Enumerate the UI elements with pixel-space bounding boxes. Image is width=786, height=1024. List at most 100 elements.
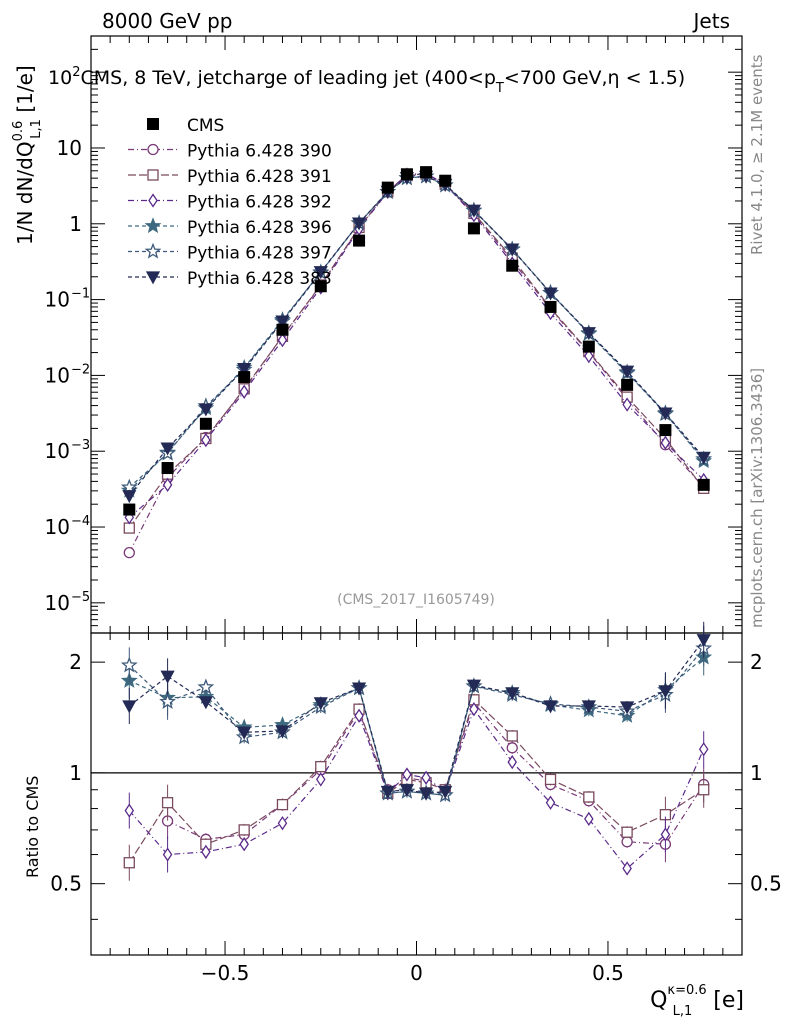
ratio-point: [507, 754, 518, 770]
data-point: [160, 442, 175, 456]
legend-marker: [144, 242, 162, 259]
ratio-point: [123, 857, 135, 869]
ratio-point: [506, 742, 518, 754]
y-tick-top-label: 10: [48, 67, 72, 89]
series-ratio-line: [128, 647, 705, 796]
ratio-point: [277, 816, 288, 831]
ratio-point: [620, 701, 635, 715]
data-point: [581, 327, 596, 341]
y-axis-label-ratio: Ratio to CMS: [23, 776, 42, 878]
series-ratio-line: [167, 701, 705, 845]
ratio-point: [584, 811, 594, 827]
ratio-point: [275, 725, 290, 739]
series-line: [128, 173, 705, 529]
ratio-point: [122, 700, 137, 714]
ratio-point: [621, 826, 633, 838]
series-pythia-6-428-392: [124, 165, 709, 876]
data-point: [439, 174, 452, 187]
ratio-point: [354, 708, 364, 723]
data-point: [239, 384, 249, 399]
series-ratio-line: [129, 656, 705, 796]
ratio-point: [239, 837, 249, 852]
legend-label: Pythia 6.428 383: [187, 269, 332, 289]
data-point: [381, 181, 394, 194]
header-left: 8000 GeV pp: [102, 9, 233, 33]
ratio-point: [120, 656, 138, 673]
y-tick-label: 10: [45, 288, 70, 312]
y-tick-label: 10: [57, 136, 82, 160]
ratio-point: [399, 784, 415, 798]
data-point: [238, 371, 251, 384]
ratio-point: [201, 844, 211, 860]
data-point: [658, 407, 673, 421]
legend-marker: [148, 193, 158, 208]
data-point: [123, 522, 135, 534]
x-axis-label-text: Q: [650, 988, 667, 1013]
data-point: [122, 490, 137, 504]
y-tick-label: 1: [69, 212, 82, 236]
ratio-tick-label: 1: [69, 761, 82, 785]
data-point: [697, 478, 710, 491]
ratio-point: [438, 785, 453, 799]
y-tick-label-sup: −3: [71, 438, 90, 453]
ratio-point: [466, 679, 482, 693]
series-pythia-6-428-383: [122, 170, 711, 801]
series-line: [128, 172, 705, 518]
data-point: [237, 363, 252, 377]
data-point: [161, 462, 174, 475]
legend-marker: [147, 169, 159, 181]
ratio-tick-label: 1: [750, 761, 763, 785]
data-point: [467, 222, 480, 235]
data-point: [123, 503, 136, 516]
y-tick-label-sup: −5: [71, 590, 90, 605]
series-ratio-line: [128, 707, 705, 870]
ratio-point: [469, 702, 479, 717]
chart-title-main: CMS, 8 TeV, jetcharge of leading jet (40…: [80, 67, 495, 89]
x-axis-label-sub: L,1: [673, 1004, 693, 1019]
ratio-point: [160, 670, 175, 684]
x-tick-label: 0: [410, 961, 423, 985]
ratio-point: [543, 700, 558, 714]
x-tick-label: 0.5: [592, 961, 624, 985]
ratio-point: [622, 861, 632, 876]
ratio-point: [505, 687, 520, 701]
legend-marker: [144, 217, 162, 234]
chart-title: 102CMS, 8 TeV, jetcharge of leading jet …: [48, 65, 685, 96]
data-point: [622, 397, 632, 412]
data-point: [584, 348, 594, 364]
data-point: [277, 332, 288, 348]
data-point: [276, 323, 289, 336]
y-tick-top-sup: 2: [72, 65, 80, 80]
legend-label: Pythia 6.428 392: [187, 193, 332, 213]
ratio-point: [238, 824, 250, 836]
data-point: [351, 217, 367, 231]
data-point: [505, 243, 520, 257]
y-axis-label-text: 1/N dN/dQ: [13, 141, 37, 245]
data-point: [696, 451, 711, 465]
series-layer: [120, 165, 713, 881]
ratio-point: [698, 784, 710, 796]
ratio-point: [315, 772, 326, 787]
x-axis-label-sup: κ=0.6: [667, 983, 706, 998]
data-point: [198, 403, 213, 417]
data-point: [582, 340, 595, 353]
chart-title-end: <700 GeV,η < 1.5): [504, 67, 685, 89]
ratio-point: [658, 685, 673, 699]
data-point: [621, 378, 634, 391]
x-tick-label: −0.5: [201, 961, 250, 985]
rivet-label: Rivet 4.1.0, ≥ 2.1M events: [748, 54, 766, 255]
data-point: [162, 477, 173, 493]
ratio-point: [698, 742, 709, 757]
legend-label: CMS: [187, 116, 224, 136]
ratio-point: [162, 847, 173, 862]
ratio-point: [696, 634, 711, 648]
series-ratio-line: [128, 639, 705, 794]
ratio-point: [198, 696, 213, 710]
series-line: [128, 175, 705, 497]
ratio-point: [506, 730, 518, 742]
x-axis-label-unit: [e]: [706, 988, 744, 1013]
series-ratio-line: [128, 698, 705, 864]
y-axis-label-sub: L,1: [29, 119, 44, 139]
y-tick-label: 10: [45, 439, 70, 463]
